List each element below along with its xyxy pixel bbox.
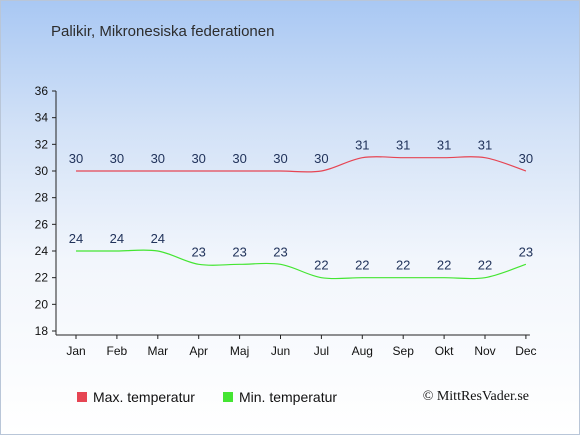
x-tick-label: Mar — [147, 344, 168, 358]
data-label: 31 — [478, 138, 492, 153]
x-tick-label: Aug — [352, 344, 373, 358]
data-label: 30 — [232, 151, 246, 166]
data-label: 24 — [69, 231, 83, 246]
legend-item-min: Min. temperatur — [223, 389, 337, 405]
data-label: 31 — [437, 138, 451, 153]
y-tick-label: 28 — [35, 191, 49, 205]
data-label: 30 — [151, 151, 165, 166]
y-tick-label: 22 — [35, 271, 49, 285]
x-tick-label: Jul — [314, 344, 329, 358]
data-label: 31 — [396, 138, 410, 153]
data-label: 22 — [396, 258, 410, 273]
x-tick-label: Apr — [189, 344, 208, 358]
y-tick-label: 20 — [35, 297, 49, 311]
legend-item-max: Max. temperatur — [77, 389, 195, 405]
data-label: 30 — [191, 151, 205, 166]
y-tick-label: 32 — [35, 137, 49, 151]
y-tick-label: 36 — [35, 84, 49, 98]
x-tick-label: Maj — [230, 344, 249, 358]
legend-label-max: Max. temperatur — [93, 389, 195, 405]
x-tick-label: Sep — [393, 344, 415, 358]
data-label: 30 — [110, 151, 124, 166]
x-tick-label: Dec — [515, 344, 536, 358]
x-tick-label: Okt — [435, 344, 454, 358]
data-label: 24 — [151, 231, 165, 246]
data-label: 31 — [355, 138, 369, 153]
y-tick-label: 24 — [35, 244, 49, 258]
data-label: 22 — [314, 258, 328, 273]
data-label: 30 — [314, 151, 328, 166]
data-label: 23 — [232, 244, 246, 259]
copyright-text: © MittResVader.se — [422, 389, 529, 404]
chart-title: Palikir, Mikronesiska federationen — [51, 23, 275, 40]
legend-swatch-min — [223, 392, 233, 402]
data-label: 24 — [110, 231, 124, 246]
data-label: 22 — [478, 258, 492, 273]
data-label: 22 — [355, 258, 369, 273]
x-tick-label: Jun — [271, 344, 290, 358]
data-label: 30 — [519, 151, 533, 166]
y-tick-label: 30 — [35, 164, 49, 178]
legend-swatch-max — [77, 392, 87, 402]
legend-label-min: Min. temperatur — [239, 389, 338, 405]
legend: Max. temperatur Min. temperatur © MittRe… — [1, 389, 579, 409]
data-label: 22 — [437, 258, 451, 273]
data-label: 30 — [69, 151, 83, 166]
temperature-chart: 18 20 22 24 26 28 30 32 34 36 Jan Feb Mar Apr Maj Jun Ju… — [35, 84, 537, 358]
y-tick-label: 26 — [35, 217, 49, 231]
data-label: 23 — [519, 244, 533, 259]
data-label: 23 — [273, 244, 287, 259]
series-line-max — [76, 156, 527, 173]
series-line-min — [75, 249, 527, 280]
data-label: 23 — [191, 244, 205, 259]
y-tick-label: 34 — [35, 111, 49, 125]
x-tick-label: Jan — [66, 344, 85, 358]
data-label: 30 — [273, 151, 287, 166]
x-tick-label: Nov — [474, 344, 495, 358]
x-tick-label: Feb — [107, 344, 128, 358]
y-tick-label: 18 — [35, 324, 49, 338]
